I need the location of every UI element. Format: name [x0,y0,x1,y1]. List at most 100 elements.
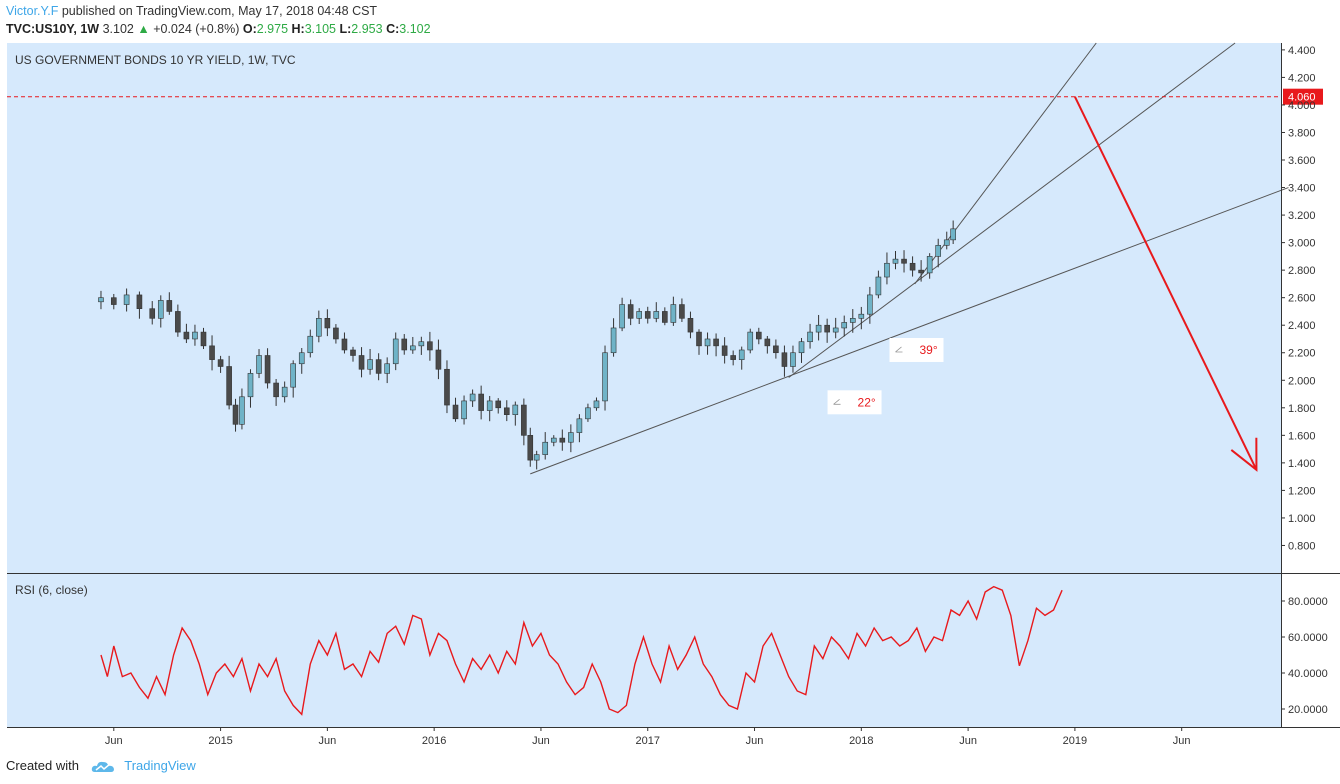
candle-up [550,437,557,443]
price-tick-label: 4.400 [1288,45,1316,57]
candle-up [418,341,425,347]
candle-up [636,311,642,319]
time-tick-label: 2018 [849,735,873,747]
candle-down [764,338,771,347]
candle-down [730,355,736,360]
trendline [788,42,1236,378]
candle-down [521,404,527,436]
rsi-tick-label: 60.0000 [1288,632,1328,644]
candle-down [918,269,924,274]
price-tick-label: 3.000 [1288,238,1316,250]
time-tick-label: Jun [318,735,336,747]
candle-up [841,322,848,329]
candle-down [209,345,215,360]
trendline [530,187,1289,475]
candle-down [721,345,728,356]
candle-down [264,355,271,384]
rsi-tick-label: 80.0000 [1288,596,1328,608]
tradingview-cloud-icon [91,761,114,772]
candle-down [627,304,634,319]
price-level-label: 4.060 [1288,92,1316,104]
last-price: 3.102 [102,22,134,36]
candle-up [935,245,942,257]
candle-down [687,318,694,333]
candle-down [358,355,365,370]
candle-up [281,386,288,398]
candle-down [166,300,173,312]
candle-down [662,311,668,323]
candle-down [110,297,117,305]
angle-labels[interactable]: 39° 22° [827,337,944,415]
tradingview-link[interactable]: TradingView [124,758,196,773]
rsi-title: RSI (6, close) [15,583,88,597]
published-text: published on TradingView.com, May 17, 20… [61,4,378,18]
price-axis[interactable]: 0.800 1.000 1.200 1.400 1.600 1.800 2.000 2.200… [1281,45,1316,553]
author-link[interactable]: Victor.Y.F [6,4,59,18]
candle-up [832,327,839,333]
candle-up [157,300,164,319]
candle-down [200,331,207,347]
candle-down [183,331,190,340]
time-axis[interactable]: Jun 2015 Jun 2016 Jun 2017 Jun 2018 Jun 2019 Jun [105,727,1191,747]
candle-up [602,352,608,402]
price-tick-label: 2.400 [1288,320,1316,332]
symbol-label: TVC:US10Y, 1W [6,22,100,36]
candle-up [461,400,467,420]
angle-icon [833,398,841,405]
candle-up [239,396,245,425]
price-tick-label: 1.600 [1288,430,1316,442]
publish-header: Victor.Y.F published on TradingView.com,… [6,3,377,19]
candle-up [384,363,390,374]
angle-icon [895,346,903,353]
candle-up [950,228,956,241]
candle-up [653,311,660,319]
candle-up [593,400,600,409]
candle-up [747,331,754,351]
candle-down [503,407,510,415]
candle-up [704,338,711,347]
rsi-axis[interactable]: 20.0000 40.0000 60.0000 80.0000 [1281,596,1328,716]
time-tick-label: 2019 [1063,735,1087,747]
price-level-line[interactable]: 4.060 [7,88,1323,105]
time-tick-label: 2017 [635,735,659,747]
candle-up [943,239,950,246]
price-tick-label: 1.200 [1288,485,1316,497]
candle-up [298,352,305,365]
candle-up [815,324,822,333]
price-series [98,220,956,470]
price-tick-label: 2.800 [1288,265,1316,277]
price-tick-label: 2.200 [1288,348,1316,360]
candle-up [367,359,373,370]
time-tick-label: Jun [959,735,977,747]
candle-up [512,404,519,415]
price-tick-label: 0.800 [1288,540,1316,552]
candle-down [350,349,356,356]
price-tick-label: 3.800 [1288,127,1316,139]
candle-down [401,338,408,351]
high-label: H: [291,22,305,36]
candle-down [175,311,181,333]
candle-up [576,418,583,433]
open-value: 2.975 [256,22,289,36]
candle-down [781,352,788,367]
candle-down [341,338,348,351]
open-label: O: [242,22,257,36]
candle-up [316,318,322,337]
candle-up [247,373,254,398]
candle-down [679,304,685,319]
candle-down [444,368,450,406]
candle-up [585,407,591,420]
candle-up [875,276,882,296]
price-tick-label: 2.600 [1288,293,1316,305]
candle-up [670,304,677,323]
candle-up [123,294,130,305]
candle-up [392,338,399,365]
high-value: 3.105 [304,22,336,36]
price-change: +0.024 (+0.8%) [153,22,240,36]
footer: Created with TradingView [6,758,196,774]
forecast-arrow[interactable] [1073,96,1258,472]
candle-up [849,318,856,323]
rsi-series [100,585,1063,716]
arrow-head [1230,437,1258,472]
